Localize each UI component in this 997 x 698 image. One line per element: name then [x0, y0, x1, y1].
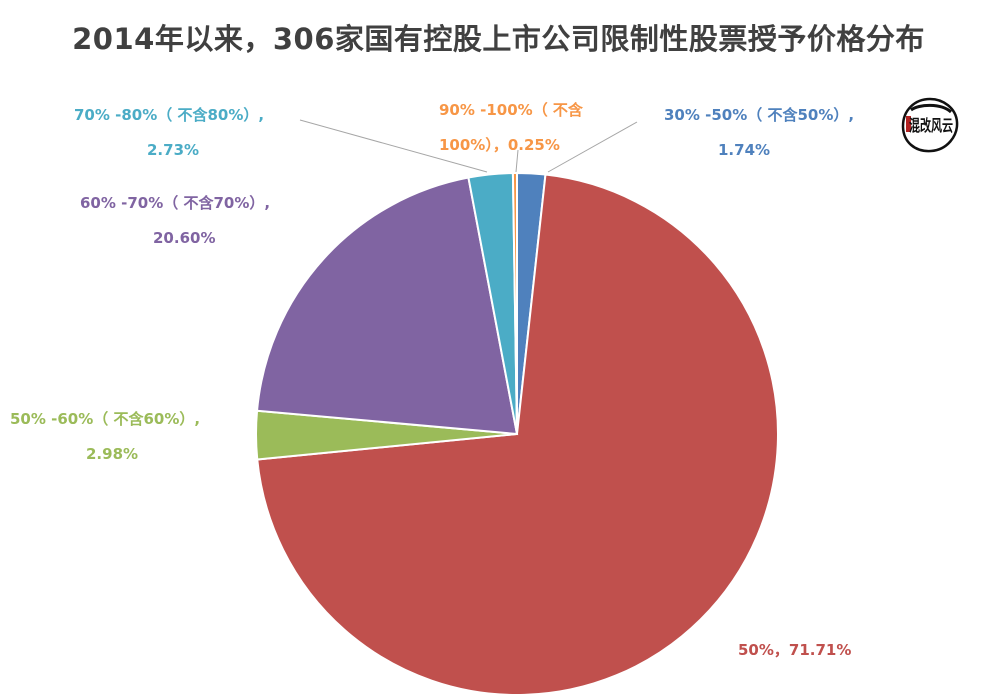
slice-value-label: 2.98%	[86, 445, 138, 463]
leader-lines	[299, 119, 638, 173]
leader-line	[299, 119, 488, 173]
slice-label: 70% -80%（ 不含80%）,	[74, 106, 264, 124]
pie-slice	[255, 176, 519, 436]
slice-label: 60% -70%（ 不含70%）,	[80, 194, 270, 212]
slice-value-label: 100%），0.25%	[439, 136, 560, 154]
chart-title: 2014年以来，306家国有控股上市公司限制性股票授予价格分布	[72, 22, 925, 56]
slice-value-label: 20.60%	[153, 229, 215, 247]
slice-label: 50%，71.71%	[738, 641, 851, 659]
slice-value-label: 2.73%	[147, 141, 199, 159]
slice-label: 50% -60%（ 不含60%）,	[10, 410, 200, 428]
pie-slice	[511, 171, 518, 435]
slice-labels: 30% -50%（ 不含50%）, 1.74% 50%，71.71% 50% -60%…	[10, 101, 854, 659]
logo-text: 混改风云	[909, 116, 953, 135]
pie-slices	[255, 171, 779, 696]
slice-value-label: 1.74%	[718, 141, 770, 159]
slice-label: 30% -50%（ 不含50%）,	[664, 106, 854, 124]
brand-logo: 混改风云	[901, 97, 959, 153]
leader-line	[547, 121, 638, 173]
slice-label: 90% -100%（ 不含	[439, 101, 584, 119]
leader-line	[515, 149, 519, 173]
